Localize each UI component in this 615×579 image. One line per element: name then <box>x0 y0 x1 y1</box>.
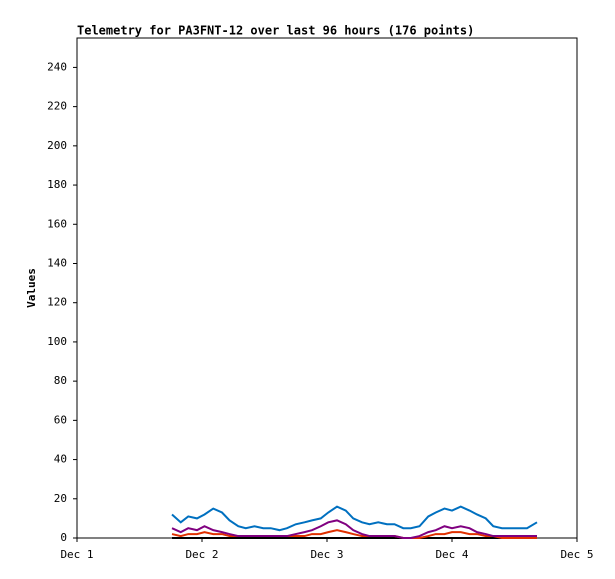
y-tick-label: 80 <box>54 374 67 387</box>
series-line <box>171 505 538 532</box>
x-tick-label: Dec 4 <box>435 548 468 561</box>
plot-frame <box>76 37 578 539</box>
y-axis-label: Values <box>25 268 38 308</box>
y-tick-label: 160 <box>47 217 67 230</box>
series-line <box>171 529 537 539</box>
y-tick-label: 20 <box>54 492 67 505</box>
y-tick-label: 120 <box>47 296 67 309</box>
chart-title: Telemetry for PA3FNT-12 over last 96 hou… <box>77 24 474 38</box>
y-tick-label: 240 <box>47 60 67 73</box>
y-tick-label: 200 <box>47 139 67 152</box>
y-tick-label: 40 <box>54 453 67 466</box>
x-tick-label: Dec 1 <box>60 548 93 561</box>
y-tick-label: 100 <box>47 335 67 348</box>
y-tick-label: 0 <box>60 531 67 544</box>
y-tick-label: 140 <box>47 256 67 269</box>
y-tick-label: 60 <box>54 413 67 426</box>
y-tick-label: 220 <box>47 100 67 113</box>
y-tick-label: 180 <box>47 178 67 191</box>
series-line <box>171 519 537 539</box>
x-tick-label: Dec 5 <box>560 548 593 561</box>
x-tick-label: Dec 3 <box>310 548 343 561</box>
x-tick-label: Dec 2 <box>185 548 218 561</box>
